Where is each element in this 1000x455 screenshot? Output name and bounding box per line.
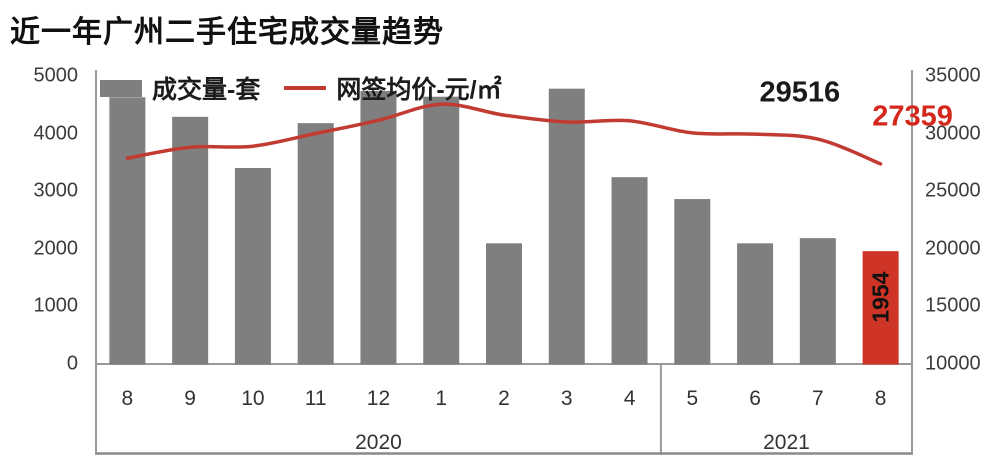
bar-month-9 bbox=[172, 116, 209, 365]
bar-month-12 bbox=[360, 90, 397, 365]
x-tick-month-10: 6 bbox=[749, 387, 761, 410]
y-right-tick-30000: 30000 bbox=[925, 122, 981, 144]
year-label-2020: 2020 bbox=[355, 431, 402, 454]
y-left-tick-5000: 5000 bbox=[33, 64, 79, 87]
bar-month-5 bbox=[674, 199, 711, 365]
x-tick-month-6: 2 bbox=[498, 387, 510, 410]
bar-month-11 bbox=[297, 123, 334, 365]
bar-data-label: 1954 bbox=[868, 271, 894, 322]
x-tick-month-5: 1 bbox=[435, 387, 448, 410]
y-right-tick-15000: 15000 bbox=[925, 294, 981, 317]
x-tick-month-1: 9 bbox=[184, 387, 196, 410]
legend: 成交量-套 网签均价-元/㎡ bbox=[100, 70, 502, 106]
bar-month-1 bbox=[423, 96, 460, 365]
bar-month-10 bbox=[234, 168, 271, 365]
bar-month-7 bbox=[799, 238, 836, 365]
bar-series-swatch bbox=[100, 79, 142, 97]
x-tick-month-2: 10 bbox=[241, 387, 265, 410]
x-tick-month-7: 3 bbox=[560, 387, 573, 410]
year-label-2021: 2021 bbox=[763, 431, 810, 454]
bar-month-3 bbox=[548, 88, 585, 365]
y-right-tick-25000: 25000 bbox=[925, 179, 981, 202]
annotation-29516: 29516 bbox=[759, 76, 841, 109]
x-tick-month-8: 4 bbox=[623, 387, 636, 410]
y-left-tick-4000: 4000 bbox=[33, 122, 79, 144]
y-left-tick-1000: 1000 bbox=[33, 294, 79, 317]
y-right-tick-35000: 35000 bbox=[925, 64, 981, 87]
chart-title: 近一年广州二手住宅成交量趋势 bbox=[10, 16, 444, 49]
y-right-tick-20000: 20000 bbox=[925, 237, 981, 259]
annotation-27359: 27359 bbox=[872, 100, 953, 133]
y-left-tick-0: 0 bbox=[66, 352, 78, 374]
x-tick-month-0: 8 bbox=[121, 387, 134, 410]
y-left-tick-2000: 2000 bbox=[33, 237, 79, 259]
x-tick-month-4: 12 bbox=[366, 387, 391, 410]
bar-month-2 bbox=[486, 243, 522, 365]
x-tick-month-12: 8 bbox=[874, 387, 887, 410]
x-tick-month-3: 11 bbox=[304, 387, 327, 410]
bar-month-8 bbox=[862, 251, 899, 365]
bar-month-8 bbox=[109, 97, 146, 365]
y-right-tick-10000: 10000 bbox=[925, 352, 981, 374]
x-tick-month-9: 5 bbox=[686, 387, 699, 410]
bar-month-6 bbox=[737, 243, 774, 365]
price-line bbox=[125, 102, 883, 166]
y-left-tick-3000: 3000 bbox=[33, 179, 79, 202]
line-series-label: 网签均价-元/㎡ bbox=[336, 76, 502, 104]
line-series-swatch bbox=[284, 86, 327, 90]
bar-series-label: 成交量-套 bbox=[152, 76, 261, 104]
x-tick-month-11: 7 bbox=[812, 387, 824, 410]
bar-month-4 bbox=[611, 177, 648, 365]
